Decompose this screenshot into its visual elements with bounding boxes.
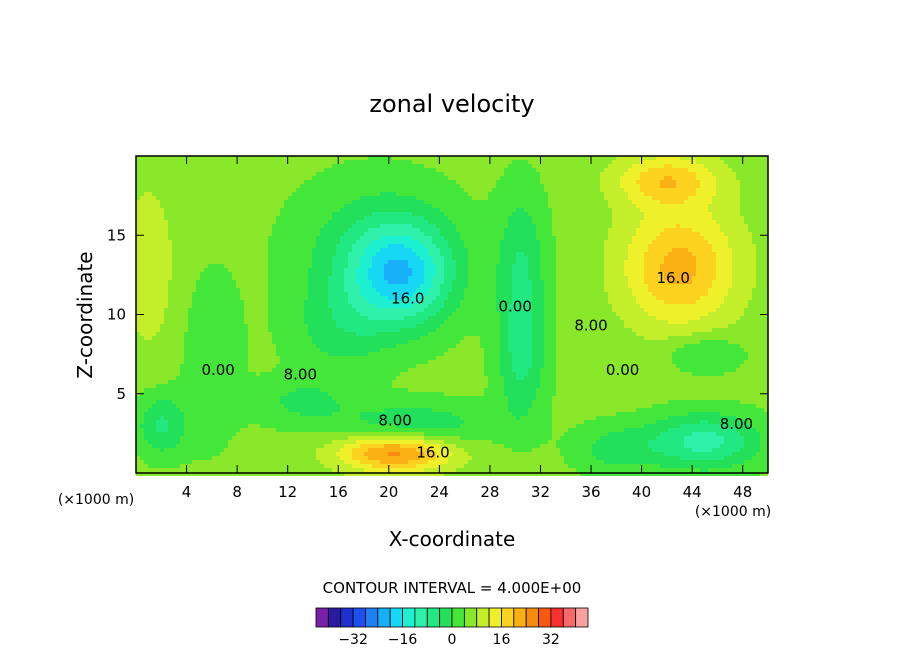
chart-title: zonal velocity: [369, 90, 534, 118]
x-tick-label: 44: [683, 483, 702, 501]
colorbar: −32 −16 0 16 32: [315, 607, 589, 648]
y-tick-label: 5: [116, 385, 126, 403]
colorbar-swatch: [340, 607, 354, 628]
y-axis-label: Z-coordinate: [73, 251, 97, 378]
colorbar-swatch: [352, 607, 366, 628]
x-axis-label: X-coordinate: [389, 527, 516, 551]
x-tick-label: 48: [733, 483, 752, 501]
x-unit-right: (×1000 m): [695, 504, 771, 520]
y-tick-label: 15: [107, 226, 126, 244]
contour-label: 16.0: [656, 269, 689, 287]
colorbar-swatch: [488, 607, 502, 628]
colorbar-swatch: [389, 607, 403, 628]
colorbar-swatch: [414, 607, 428, 628]
colorbar-swatch: [513, 607, 527, 628]
colorbar-swatch: [575, 607, 589, 628]
colorbar-swatch: [550, 607, 564, 628]
contour-label: 0.00: [201, 361, 234, 379]
colorbar-swatch: [525, 607, 539, 628]
colorbar-swatch: [538, 607, 552, 628]
colorbar-tick-label: −32: [338, 632, 368, 648]
colorbar-swatch: [327, 607, 342, 628]
contour-label: 8.00: [720, 415, 753, 433]
x-tick-label: 20: [379, 483, 398, 501]
x-tick-label: 24: [430, 483, 449, 501]
colorbar-swatch: [463, 607, 478, 628]
colorbar-swatch: [315, 607, 329, 628]
x-tick-label: 28: [480, 483, 499, 501]
colorbar-swatch: [377, 607, 391, 628]
contour-label: 16.0: [416, 443, 449, 461]
contour-fill: [136, 156, 768, 476]
x-tick-label: 16: [329, 483, 348, 501]
colorbar-swatch: [451, 607, 465, 628]
x-unit-left: (×1000 m): [58, 492, 134, 508]
contour-label: 8.00: [378, 412, 411, 430]
contour-label: 8.00: [284, 366, 317, 384]
x-tick-label: 36: [581, 483, 600, 501]
contour-label: 8.00: [574, 317, 607, 335]
colorbar-swatch: [476, 607, 490, 628]
colorbar-swatch: [426, 607, 441, 628]
colorbar-swatch: [402, 607, 416, 628]
colorbar-swatch: [562, 607, 577, 628]
y-tick-label: 10: [107, 306, 126, 324]
colorbar-swatch: [439, 607, 453, 628]
colorbar-swatch: [365, 607, 379, 628]
contour-label: 16.0: [391, 290, 424, 308]
colorbar-tick-label: 0: [448, 632, 457, 648]
contour-label: 0.00: [498, 298, 531, 316]
contour-label: 0.00: [606, 361, 639, 379]
colorbar-tick-label: 32: [542, 632, 560, 648]
contour-interval-label: CONTOUR INTERVAL = 4.000E+00: [323, 579, 582, 597]
x-tick-label: 40: [632, 483, 651, 501]
x-tick-label: 4: [182, 483, 192, 501]
x-tick-label: 32: [531, 483, 550, 501]
x-tick-label: 8: [232, 483, 242, 501]
colorbar-tick-label: −16: [388, 632, 418, 648]
x-tick-label: 12: [278, 483, 297, 501]
colorbar-swatch: [501, 607, 515, 628]
colorbar-tick-label: 16: [493, 632, 511, 648]
